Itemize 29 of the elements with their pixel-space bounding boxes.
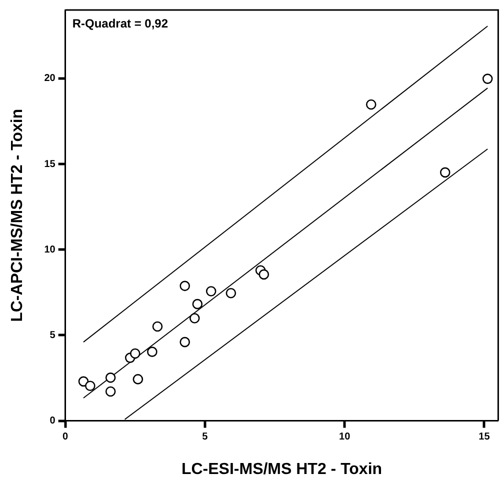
annotation: R-Quadrat = 0,92 bbox=[72, 16, 168, 30]
point bbox=[105, 372, 116, 383]
point bbox=[192, 298, 203, 310]
point bbox=[85, 380, 96, 392]
y-tick-label: 5 bbox=[50, 330, 56, 341]
x-tick-label: 0 bbox=[62, 432, 69, 443]
point bbox=[147, 346, 158, 357]
y-tick-label: 10 bbox=[44, 244, 56, 256]
point bbox=[152, 321, 163, 332]
point bbox=[258, 269, 270, 280]
point bbox=[180, 280, 190, 292]
x-tick-label: 15 bbox=[478, 432, 490, 443]
point bbox=[366, 99, 376, 110]
y-tick-label: 15 bbox=[44, 158, 56, 170]
point bbox=[226, 288, 236, 298]
x-axis-title: LC-ESI-MS/MS HT2 - Toxin bbox=[181, 460, 382, 478]
point bbox=[105, 386, 116, 397]
x-tick-label: 10 bbox=[339, 432, 351, 443]
y-axis-title: LC-APCI-MS/MS HT2 - Toxin bbox=[9, 108, 26, 322]
point bbox=[130, 348, 140, 359]
point bbox=[180, 336, 190, 348]
x-tick-label: 5 bbox=[202, 432, 208, 443]
y-tick-label: 0 bbox=[50, 416, 56, 427]
point bbox=[440, 167, 450, 178]
y-tick-label: 20 bbox=[44, 73, 56, 84]
point bbox=[482, 74, 493, 84]
point bbox=[206, 286, 216, 296]
point bbox=[189, 313, 200, 324]
point bbox=[132, 374, 144, 384]
